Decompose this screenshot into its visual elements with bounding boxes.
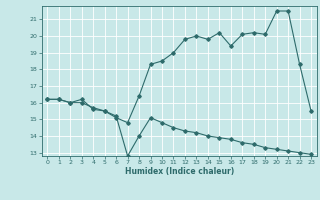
X-axis label: Humidex (Indice chaleur): Humidex (Indice chaleur) (124, 167, 234, 176)
